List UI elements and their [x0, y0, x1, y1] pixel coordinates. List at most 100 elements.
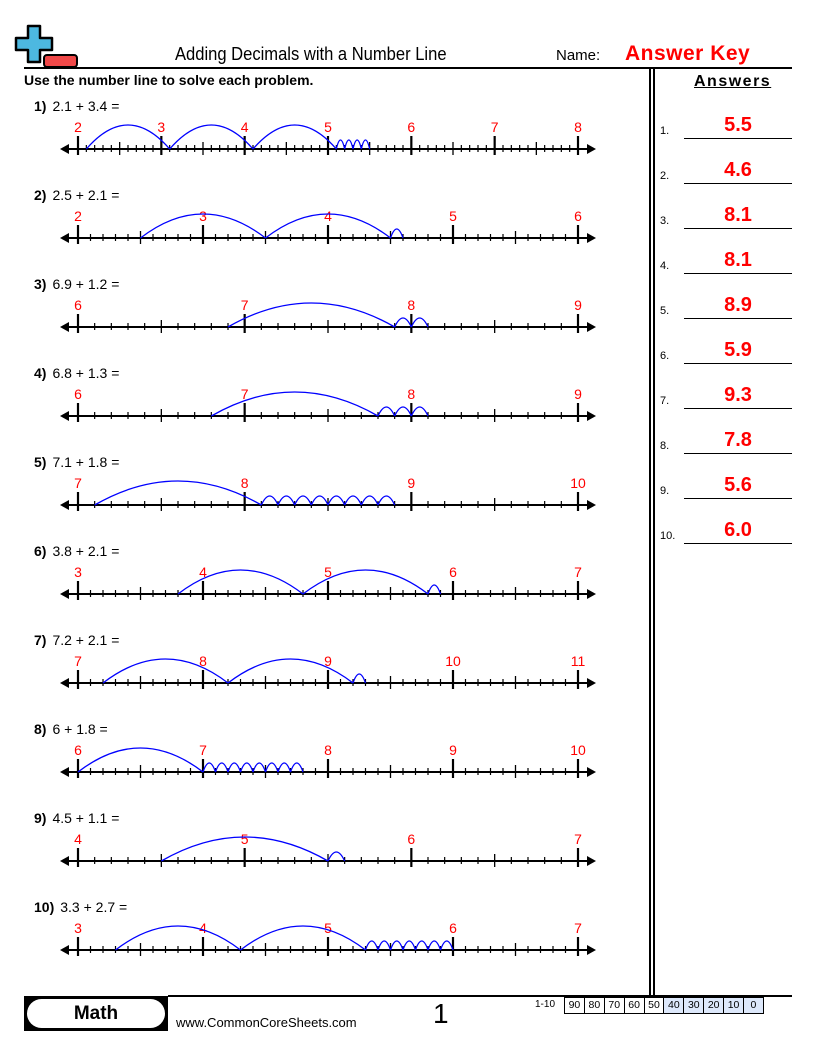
tenth-jump-arc: [202, 762, 217, 773]
tick-label: 8: [574, 119, 582, 135]
score-cell: 20: [703, 998, 724, 1013]
tick-label: 5: [324, 920, 332, 936]
whole-jump-arc: [94, 480, 262, 506]
tick-label: 6: [74, 742, 82, 758]
tick-label: 6: [449, 920, 457, 936]
arrow-left-icon: [60, 589, 69, 599]
arrow-right-icon: [587, 144, 596, 154]
tenth-jump-arc: [289, 762, 304, 773]
answer-value: 9.3: [724, 384, 752, 406]
answer-row: 3. 8.1: [660, 199, 792, 229]
problem-number: 6): [34, 543, 47, 559]
tenth-jump-arc: [389, 228, 404, 239]
answer-row: 6. 5.9: [660, 334, 792, 364]
tick-label: 5: [449, 208, 457, 224]
tick-label: 7: [199, 742, 207, 758]
score-cell: 50: [643, 998, 664, 1013]
whole-jump-arc: [227, 658, 354, 684]
tenth-jump-arc: [377, 406, 396, 417]
arrow-left-icon: [60, 945, 69, 955]
tick-label: 11: [571, 653, 586, 669]
tenth-jump-arc: [394, 406, 412, 417]
problem-number: 10): [34, 899, 55, 915]
tick-label: 9: [574, 297, 582, 313]
tenth-jump-arc: [260, 495, 279, 506]
tick-label: 7: [241, 297, 249, 313]
tenth-jump-arc: [294, 495, 312, 506]
tick-label: 5: [324, 564, 332, 580]
problem-label: 6) 3.8 + 2.1 =: [34, 544, 119, 558]
tenth-jump-arc: [214, 762, 229, 773]
answer-value: 5.5: [724, 114, 752, 136]
tenth-jump-arc: [394, 317, 412, 328]
answer-line: [684, 408, 792, 409]
tick-label: 5: [324, 119, 332, 135]
answer-line: [684, 318, 792, 319]
score-cell: 30: [683, 998, 704, 1013]
problem-expression: 2.5 + 2.1 =: [52, 187, 120, 203]
problem-label: 8) 6 + 1.8 =: [34, 722, 108, 736]
tick-label: 3: [199, 208, 207, 224]
tick-label: 2: [74, 208, 82, 224]
column-divider: [649, 68, 651, 996]
tenth-jump-arc: [410, 317, 429, 328]
answer-row: 2. 4.6: [660, 154, 792, 184]
tick-label: 5: [241, 831, 249, 847]
tenth-jump-arc: [310, 495, 329, 506]
answer-number: 2.: [660, 170, 670, 182]
arrow-right-icon: [587, 945, 596, 955]
arrow-left-icon: [60, 233, 69, 243]
answer-value: 8.1: [724, 249, 752, 271]
arrow-left-icon: [60, 322, 69, 332]
answer-row: 5. 8.9: [660, 289, 792, 319]
problem-expression: 7.1 + 1.8 =: [52, 454, 120, 470]
answer-value: 8.1: [724, 204, 752, 226]
problem-expression: 6.8 + 1.3 =: [52, 365, 120, 381]
tick-label: 8: [199, 653, 207, 669]
number-line: 3 4 5 6 7: [60, 920, 596, 956]
arrow-right-icon: [587, 678, 596, 688]
score-cell: 80: [583, 998, 604, 1013]
number-line: 4 5 6 7: [60, 831, 596, 867]
subject-label: Math: [27, 999, 165, 1028]
tick-label: 7: [74, 475, 82, 491]
problem-expression: 6.9 + 1.2 =: [52, 276, 120, 292]
problem-label: 7) 7.2 + 2.1 =: [34, 633, 119, 647]
answer-value: 5.9: [724, 339, 752, 361]
whole-jump-arc: [102, 658, 229, 684]
arrow-right-icon: [587, 856, 596, 866]
tick-label: 7: [574, 920, 582, 936]
whole-jump-arc: [177, 569, 304, 595]
answer-value: 8.9: [724, 294, 752, 316]
tick-label: 4: [324, 208, 332, 224]
score-table: 90 80 70 60 50 40 30 20 10 0: [564, 997, 764, 1014]
website-link[interactable]: www.CommonCoreSheets.com: [176, 1015, 357, 1030]
score-range-label: 1-10: [535, 999, 556, 1010]
answer-value: 4.6: [724, 159, 752, 181]
number-line: 7 8 9 10: [60, 475, 596, 511]
answer-line: [684, 453, 792, 454]
arrow-left-icon: [60, 678, 69, 688]
arrow-right-icon: [587, 411, 596, 421]
tick-label: 9: [449, 742, 457, 758]
answer-value: 7.8: [724, 429, 752, 451]
tenth-jump-arc: [402, 940, 417, 951]
tick-label: 4: [199, 564, 207, 580]
tick-label: 6: [407, 119, 415, 135]
tenth-jump-arc: [364, 940, 379, 951]
tenth-jump-arc: [427, 584, 442, 595]
problem-number: 4): [34, 365, 47, 381]
tenth-jump-arc: [377, 940, 392, 951]
whole-jump-arc: [169, 124, 254, 150]
tenth-jump-arc: [414, 940, 429, 951]
problem-number: 1): [34, 98, 47, 114]
answer-line: [684, 543, 792, 544]
tenth-jump-arc: [427, 940, 442, 951]
whole-jump-arc: [140, 213, 266, 239]
tick-label: 7: [491, 119, 499, 135]
tick-label: 7: [74, 653, 82, 669]
name-label: Name:: [556, 47, 601, 64]
arrow-right-icon: [587, 589, 596, 599]
tick-label: 6: [574, 208, 582, 224]
whole-jump-arc: [240, 925, 366, 951]
